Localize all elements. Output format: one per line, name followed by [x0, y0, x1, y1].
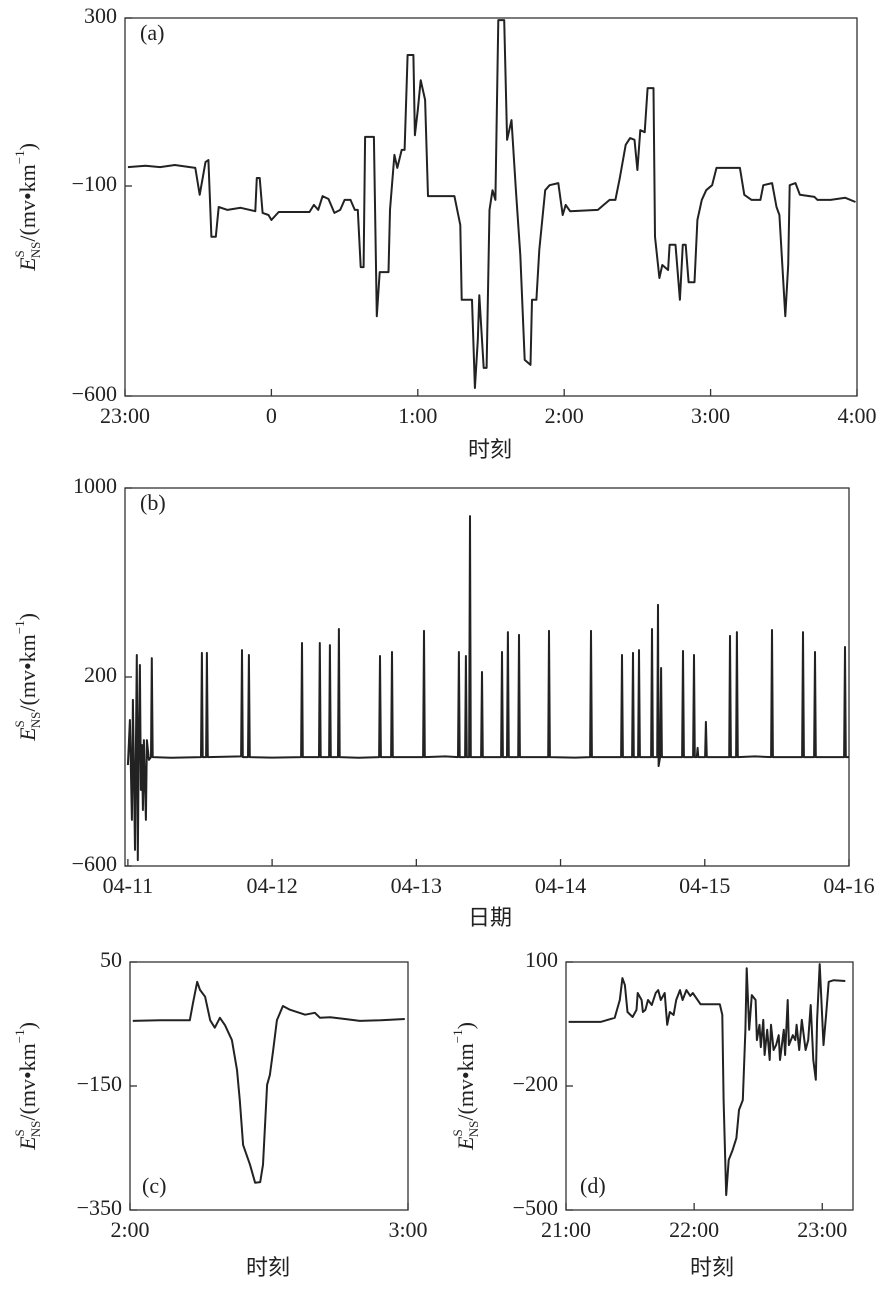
data-line	[568, 963, 846, 1197]
x-axis-label: 时刻	[468, 437, 512, 462]
y-axis-label: ESNS/(mv•km−1)	[12, 143, 43, 272]
y-label-symbol: E	[453, 1136, 478, 1151]
data-line	[127, 19, 856, 389]
y-label-symbol: E	[15, 1136, 40, 1151]
x-tick-label: 04-12	[246, 873, 297, 898]
y-label-symbol: E	[15, 257, 40, 272]
x-axis-label: 时刻	[246, 1255, 290, 1280]
x-tick-label: 04-16	[823, 873, 874, 898]
x-tick-label: 0	[266, 403, 277, 428]
y-tick-label: −200	[513, 1071, 558, 1096]
y-tick-label: −600	[72, 381, 117, 406]
x-tick-label: 04-13	[391, 873, 442, 898]
y-label-sup: S	[450, 1129, 465, 1136]
plot-frame	[124, 17, 858, 397]
data-line	[132, 980, 405, 1184]
y-label-unit: /(mv•km	[453, 1043, 478, 1120]
y-label-sub: NS	[28, 1121, 43, 1138]
x-tick-label: 2:00	[110, 1217, 149, 1242]
y-tick-label: −100	[72, 171, 117, 196]
plot-frame	[129, 961, 409, 1211]
y-label-symbol: E	[15, 727, 40, 742]
x-axis-label: 日期	[468, 905, 512, 930]
y-label-sub: NS	[28, 712, 43, 729]
x-tick-label: 04-14	[535, 873, 586, 898]
y-label-unit-end: )	[15, 1022, 40, 1029]
x-axis-label: 时刻	[690, 1255, 734, 1280]
y-label-sup: S	[12, 720, 27, 727]
y-label-unit-end: )	[15, 143, 40, 150]
y-tick-label: 200	[84, 662, 117, 687]
y-tick-label: −500	[513, 1195, 558, 1220]
panel-label: (c)	[142, 1173, 166, 1198]
y-tick-label: 300	[84, 3, 117, 28]
y-label-unit-end: )	[15, 613, 40, 620]
y-label-sup: S	[12, 1129, 27, 1136]
y-label-unit-sup: −1	[450, 1029, 465, 1043]
y-axis-label: ESNS/(mv•km−1)	[12, 613, 43, 742]
y-tick-label: −600	[72, 851, 117, 876]
y-label-unit-sup: −1	[12, 1029, 27, 1043]
y-label-sup: S	[12, 250, 27, 257]
y-tick-label: −150	[77, 1071, 122, 1096]
panel-label: (b)	[140, 490, 166, 515]
plot-frame	[565, 961, 854, 1211]
data-line	[126, 515, 849, 862]
y-label-sub: NS	[466, 1121, 481, 1138]
y-label-unit-sup: −1	[12, 150, 27, 164]
x-tick-label: 1:00	[398, 403, 437, 428]
x-tick-label: 3:00	[388, 1217, 427, 1242]
plot-frame	[124, 487, 850, 867]
panel-label: (a)	[140, 20, 164, 45]
y-label-unit: /(mv•km	[15, 1043, 40, 1120]
panel-label: (d)	[580, 1173, 606, 1198]
y-tick-label: −350	[77, 1195, 122, 1220]
x-tick-label: 23:00	[797, 1217, 847, 1242]
y-tick-label: 50	[100, 947, 122, 972]
x-tick-label: 04-11	[103, 873, 154, 898]
x-tick-label: 23:00	[100, 403, 150, 428]
y-label-unit-end: )	[453, 1022, 478, 1029]
y-axis-label: ESNS/(mv•km−1)	[450, 1022, 481, 1151]
y-label-sub: NS	[28, 242, 43, 259]
y-label-unit: /(mv•km	[15, 634, 40, 711]
x-tick-label: 4:00	[837, 403, 876, 428]
y-tick-label: 100	[525, 947, 558, 972]
x-tick-label: 21:00	[541, 1217, 591, 1242]
y-tick-label: 1000	[73, 473, 117, 498]
y-label-unit: /(mv•km	[15, 164, 40, 241]
y-axis-label: ESNS/(mv•km−1)	[12, 1022, 43, 1151]
x-tick-label: 04-15	[679, 873, 730, 898]
x-tick-label: 22:00	[669, 1217, 719, 1242]
x-tick-label: 3:00	[691, 403, 730, 428]
y-label-unit-sup: −1	[12, 620, 27, 634]
x-tick-label: 2:00	[545, 403, 584, 428]
